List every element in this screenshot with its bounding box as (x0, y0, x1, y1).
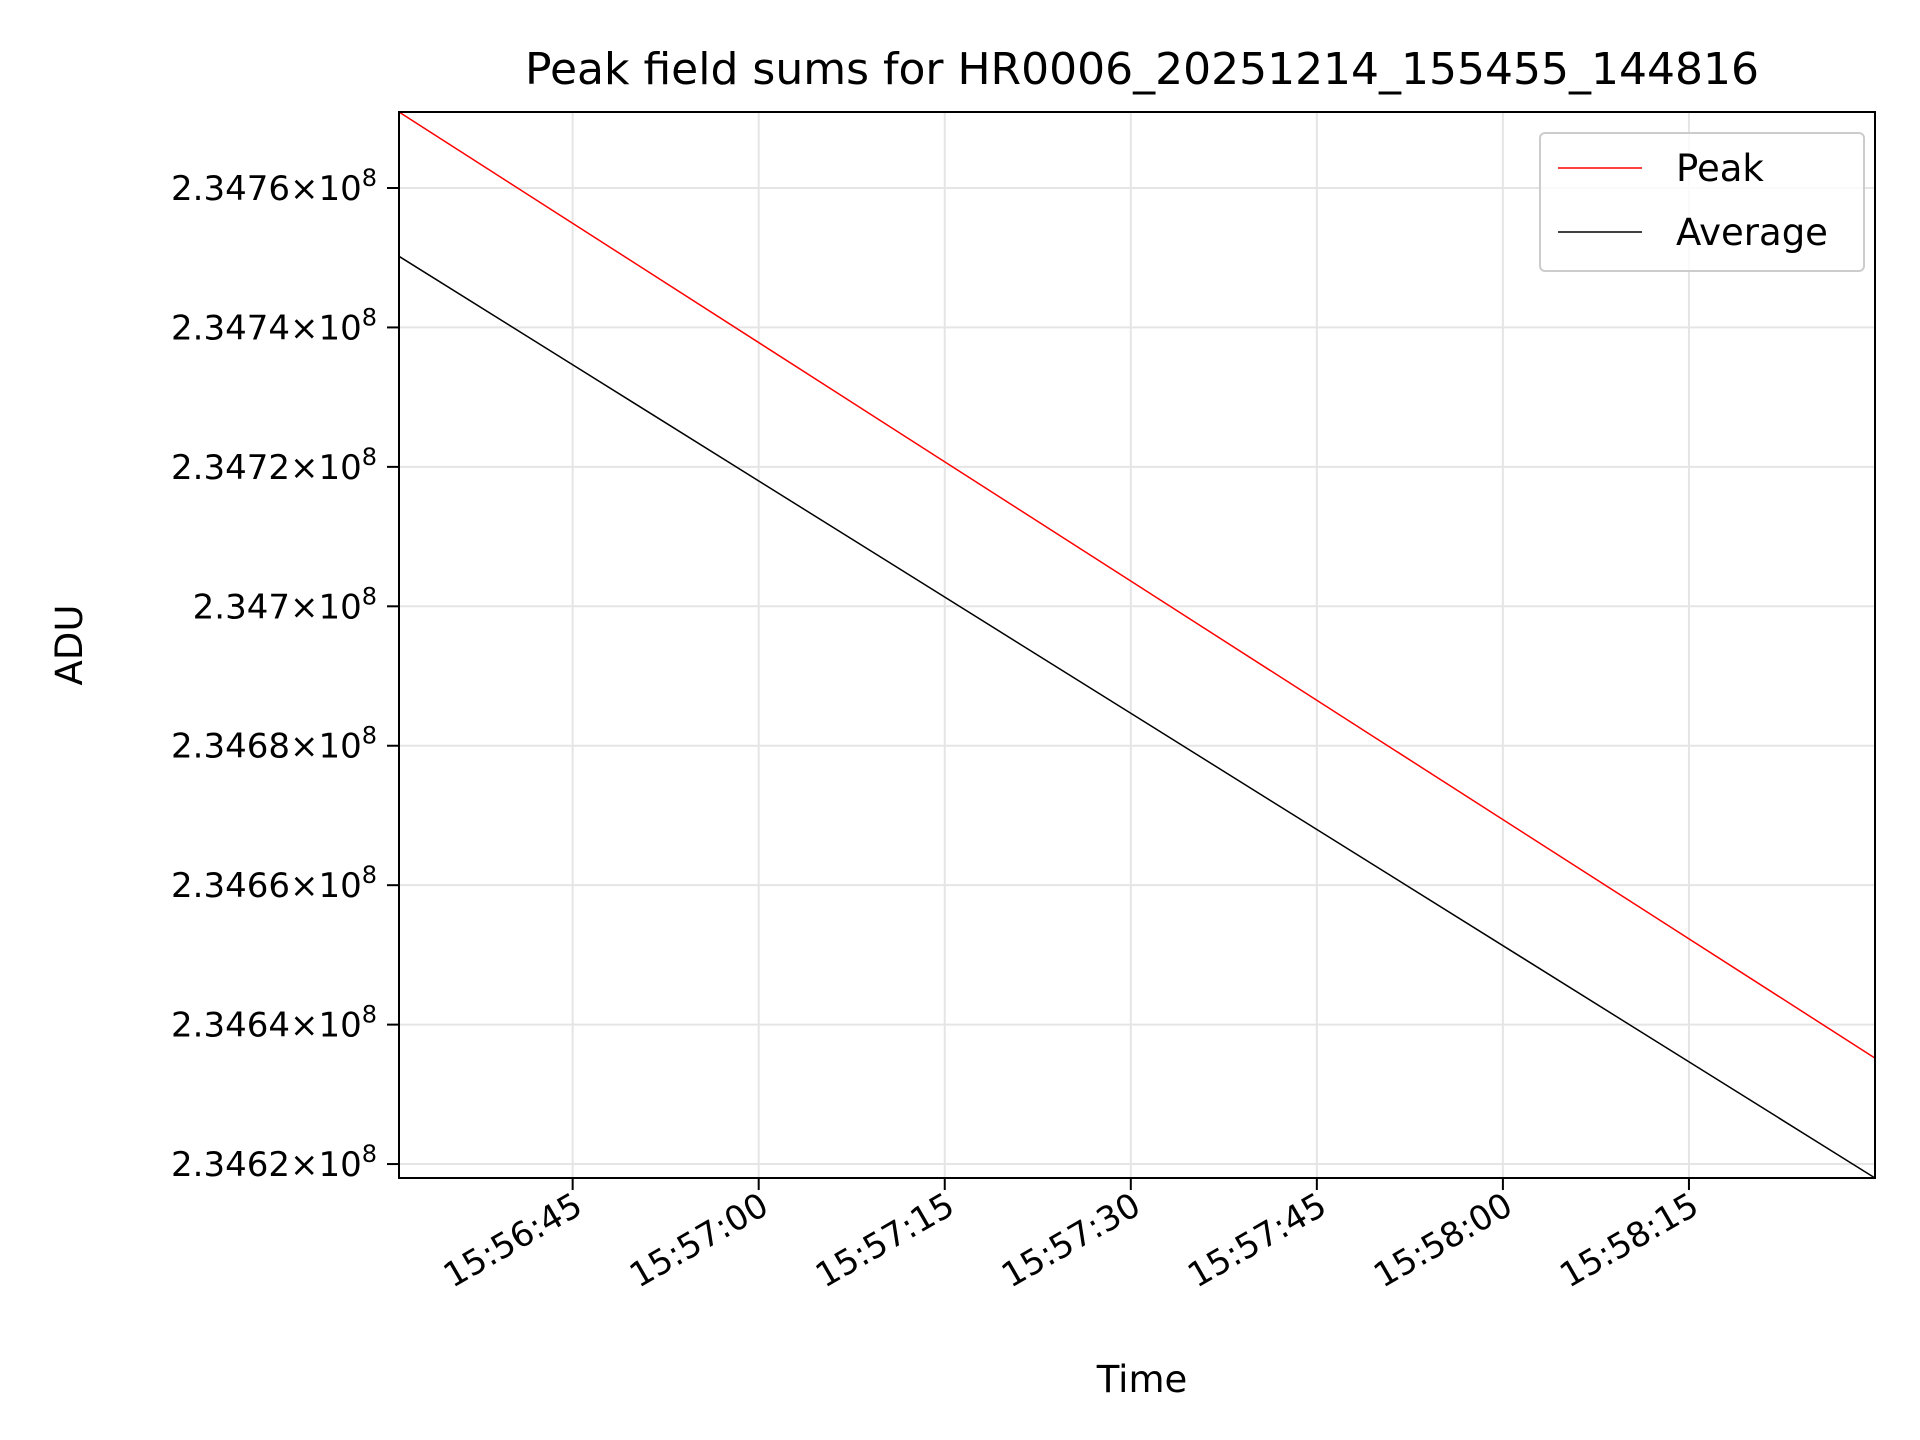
y-tick-exponent: 8 (362, 1140, 377, 1168)
y-tick-label: 2.347×108 (193, 582, 377, 627)
y-tick-label: 2.3474×108 (171, 303, 377, 348)
y-tick-label: 2.3462×108 (171, 1140, 377, 1185)
y-tick-mantissa: 2.3472×10 (171, 448, 362, 488)
chart-title: Peak field sums for HR0006_20251214_1554… (525, 44, 1759, 95)
y-tick-exponent: 8 (362, 722, 377, 750)
y-tick-exponent: 8 (362, 443, 377, 471)
legend-label-average: Average (1676, 211, 1828, 254)
y-axis: 2.3476×1082.3474×1082.3472×1082.347×1082… (171, 164, 399, 1185)
y-tick-label: 2.3472×108 (171, 443, 377, 488)
y-tick-label: 2.3468×108 (171, 722, 377, 767)
y-tick-exponent: 8 (362, 1001, 377, 1029)
series-line-average (398, 255, 1876, 1179)
y-tick-mantissa: 2.3474×10 (171, 308, 362, 348)
y-tick-mantissa: 2.3468×10 (171, 727, 362, 767)
series-lines (398, 111, 1876, 1179)
y-tick-exponent: 8 (362, 582, 377, 610)
y-tick-mantissa: 2.347×10 (193, 587, 362, 627)
x-axis-label: Time (1096, 1358, 1188, 1401)
plot-frame (398, 111, 1876, 1179)
y-tick-exponent: 8 (362, 303, 377, 331)
y-tick-label: 2.3464×108 (171, 1001, 377, 1046)
y-tick-exponent: 8 (362, 861, 377, 889)
y-axis-label: ADU (48, 605, 91, 686)
legend-label-peak: Peak (1676, 147, 1764, 190)
series-line-peak (398, 111, 1876, 1059)
y-tick-mantissa: 2.3466×10 (171, 866, 362, 906)
grid (399, 112, 1875, 1178)
legend: Peak Average (1539, 132, 1865, 272)
y-tick-mantissa: 2.3464×10 (171, 1006, 362, 1046)
y-tick-mantissa: 2.3476×10 (171, 169, 362, 209)
y-tick-mantissa: 2.3462×10 (171, 1145, 362, 1185)
y-tick-label: 2.3476×108 (171, 164, 377, 209)
y-tick-exponent: 8 (362, 164, 377, 192)
y-tick-label: 2.3466×108 (171, 861, 377, 906)
